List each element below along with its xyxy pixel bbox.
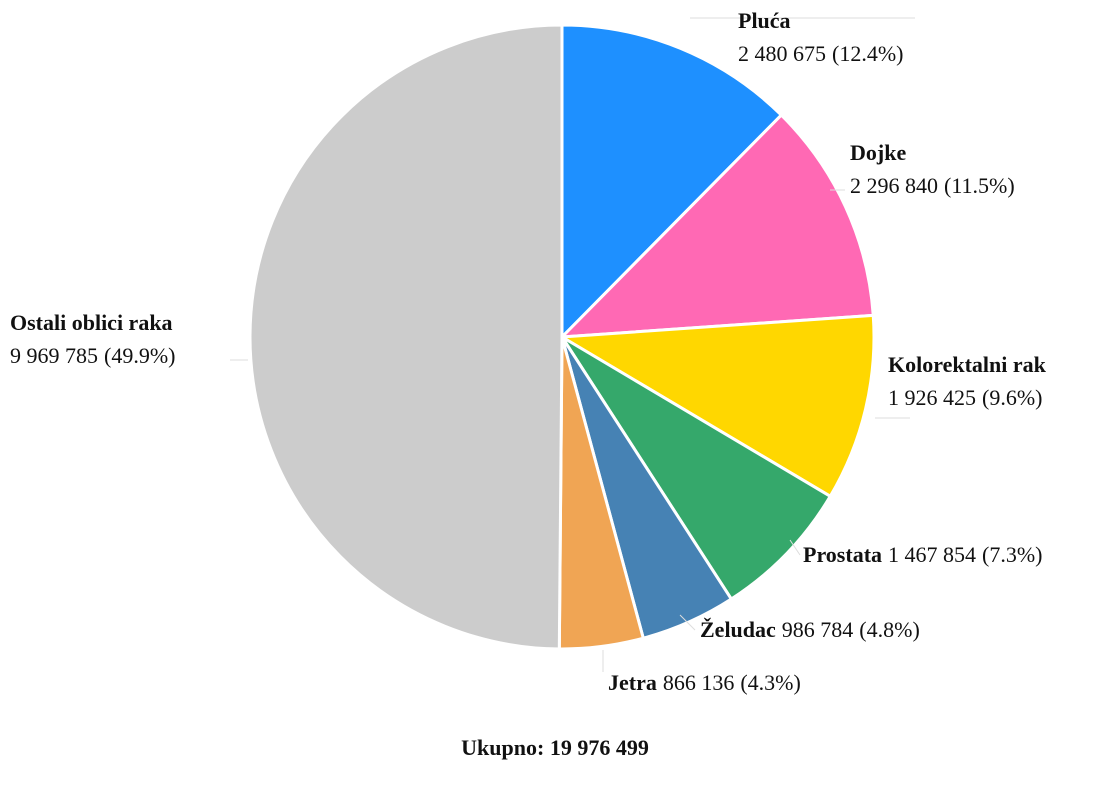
pie-slice — [558, 112, 875, 339]
slice-label: Kolorektalni rak 1 926 425 (9.6%) — [888, 352, 1047, 410]
pie-slice — [248, 23, 564, 651]
slice-percent: (49.9%) — [104, 343, 175, 368]
slice-label: Prostata 1 467 854 (7.3%) — [803, 542, 1043, 567]
slice-label: Jetra 866 136 (4.3%) — [608, 670, 801, 695]
slice-name: Jetra — [608, 670, 657, 695]
slice-label: Pluća 2 480 675 (12.4%) — [738, 8, 903, 66]
slice-name: Prostata — [803, 542, 882, 567]
pie-slice — [560, 335, 833, 602]
slice-value: 1 926 425 — [888, 385, 976, 410]
slice-value: 2 480 675 — [738, 41, 826, 66]
slice-value: 986 784 — [782, 617, 854, 642]
slice-value: 1 467 854 — [888, 542, 976, 567]
slice-percent: (9.6%) — [982, 385, 1042, 410]
slice-value: 2 296 840 — [850, 173, 938, 198]
pie-slice — [560, 23, 784, 341]
slice-percent: (4.3%) — [740, 670, 800, 695]
slice-name: Kolorektalni rak — [888, 352, 1047, 377]
slice-label: Dojke 2 296 840 (11.5%) — [850, 140, 1015, 198]
slice-percent: (4.8%) — [859, 617, 919, 642]
leader-line — [789, 539, 801, 556]
slice-percent: (7.3%) — [982, 542, 1042, 567]
pie — [248, 23, 876, 651]
labels: Pluća 2 480 675 (12.4%) Dojke 2 296 840 (11.5… — [10, 8, 1047, 695]
slice-name: Želudac — [700, 617, 776, 642]
total: Ukupno: 19 976 499 — [461, 735, 649, 760]
slice-percent: (11.5%) — [944, 173, 1015, 198]
slice-value: 866 136 — [663, 670, 735, 695]
slice-name: Ostali oblici raka — [10, 310, 173, 335]
slice-name: Pluća — [738, 8, 791, 33]
pie-slice — [557, 313, 876, 499]
slice-label: Želudac 986 784 (4.8%) — [700, 617, 920, 642]
slice-label: Ostali oblici raka 9 969 785 (49.9%) — [10, 310, 175, 368]
slice-value: 9 969 785 — [10, 343, 98, 368]
slice-percent: (12.4%) — [832, 41, 903, 66]
leader-line — [679, 614, 696, 631]
slice-name: Dojke — [850, 140, 906, 165]
